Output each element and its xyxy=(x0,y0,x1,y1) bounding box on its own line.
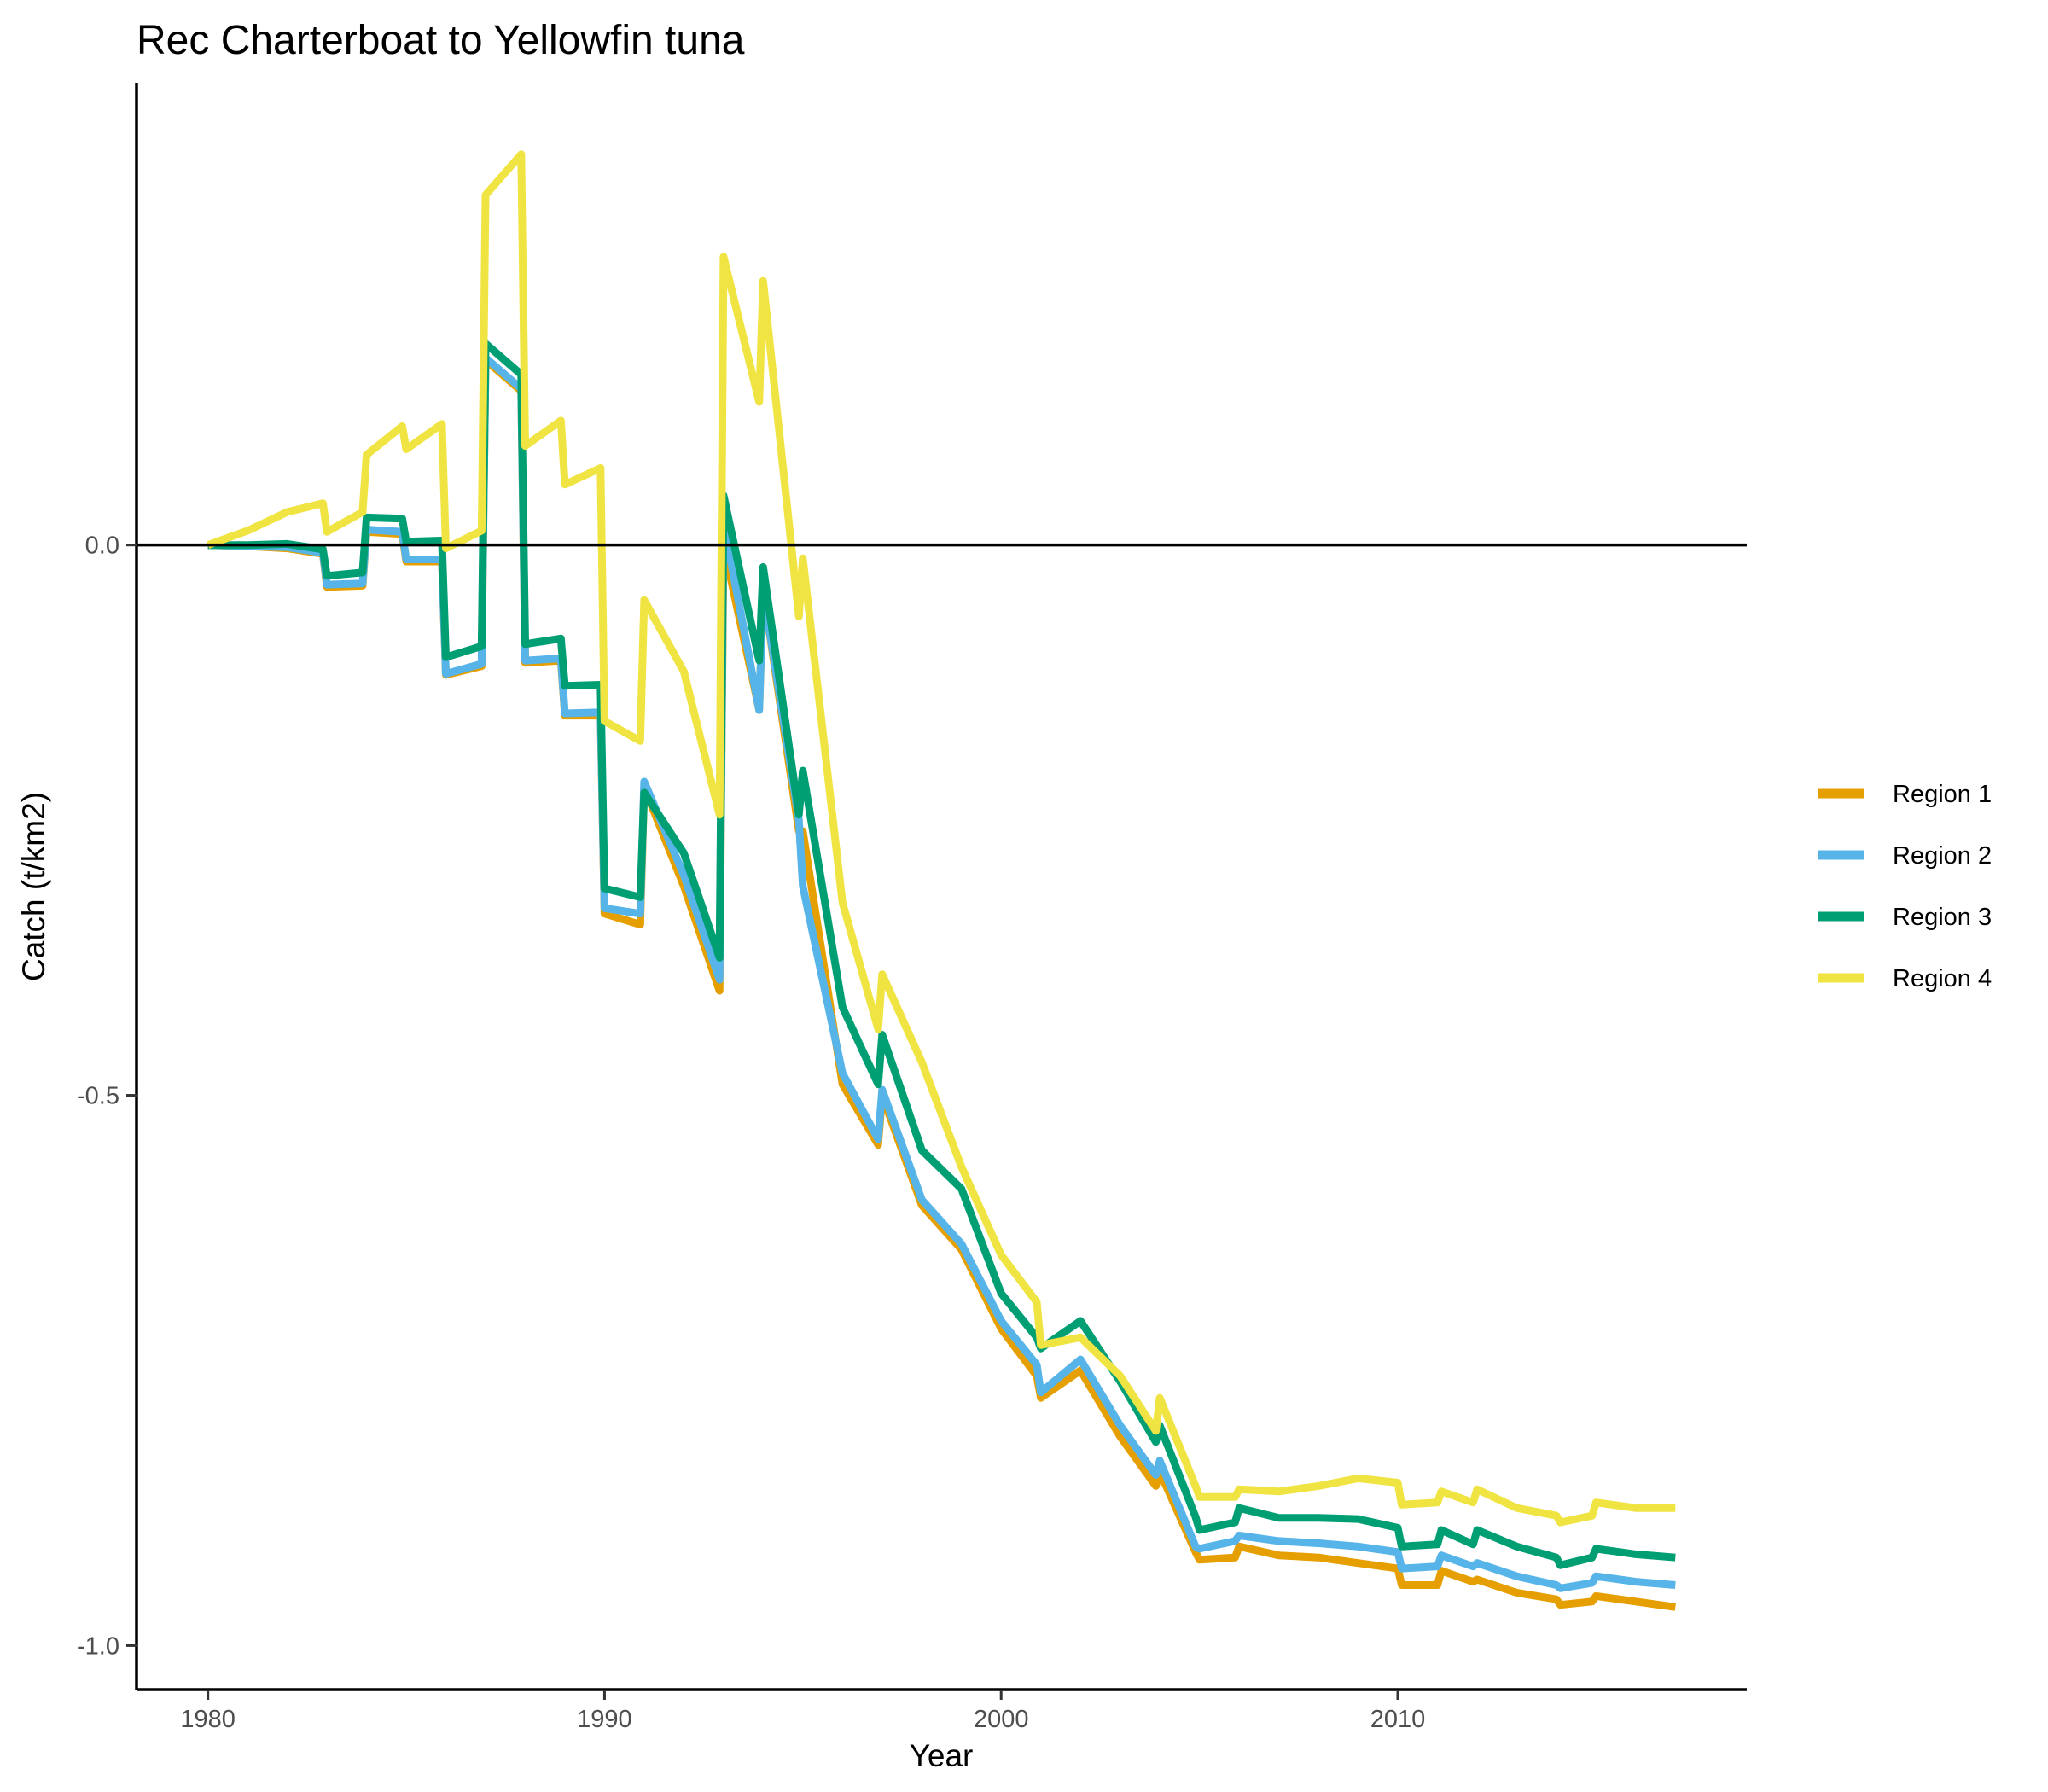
y-tick-label: 0.0 xyxy=(85,532,119,560)
series-line-region-1 xyxy=(207,356,1676,1611)
series-line-region-4 xyxy=(207,150,1676,1527)
y-axis-ticks: 0.0 -0.5 -1.0 xyxy=(77,532,137,1660)
x-tick-label: 1990 xyxy=(577,1706,632,1733)
chart-title: Rec Charterboat to Yellowfin tuna xyxy=(137,18,745,63)
series-line-region-3 xyxy=(207,340,1676,1569)
x-axis-title: Year xyxy=(910,1738,974,1773)
legend-label-region-2: Region 2 xyxy=(1893,842,1992,870)
y-tick-label: -1.0 xyxy=(77,1632,119,1660)
legend-label-region-3: Region 3 xyxy=(1893,904,1992,931)
y-tick-label: -0.5 xyxy=(77,1083,119,1110)
legend-label-region-4: Region 4 xyxy=(1893,965,1992,992)
series-layer xyxy=(207,150,1676,1611)
x-tick-label: 2010 xyxy=(1370,1706,1426,1733)
legend-label-region-1: Region 1 xyxy=(1893,781,1992,808)
x-tick-label: 2000 xyxy=(974,1706,1029,1733)
legend: Region 1 Region 2 Region 3 Region 4 xyxy=(1818,781,1992,992)
y-axis-title: Catch (t/km2) xyxy=(16,792,51,981)
x-tick-label: 1980 xyxy=(180,1706,236,1733)
x-axis-ticks: 1980 1990 2000 2010 xyxy=(180,1690,1425,1733)
